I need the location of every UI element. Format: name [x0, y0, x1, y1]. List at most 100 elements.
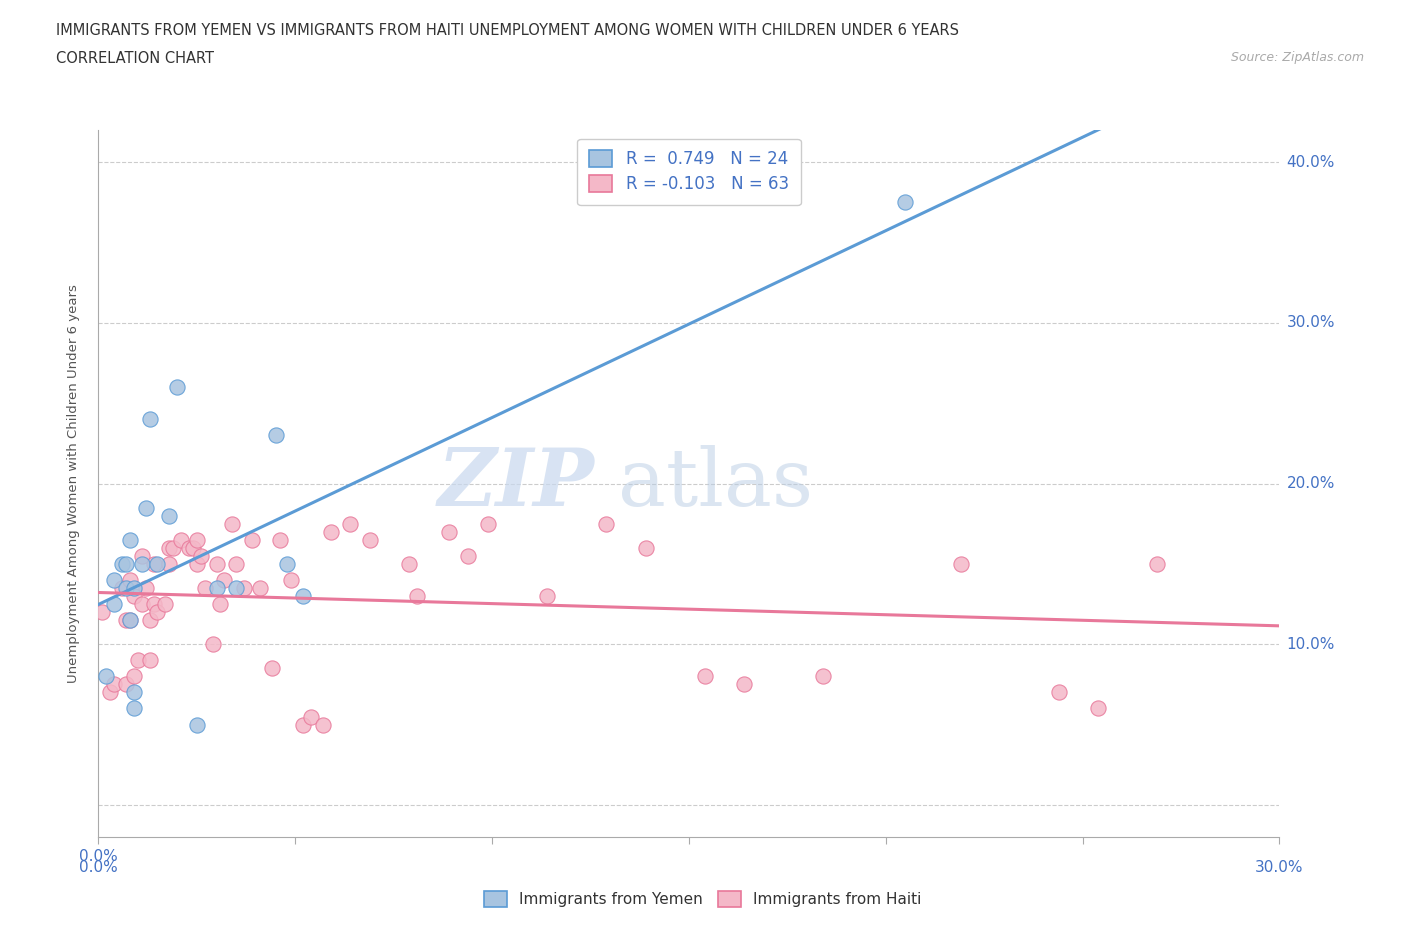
Text: 10.0%: 10.0% — [1286, 637, 1334, 652]
Point — [103, 573, 125, 588]
Point — [135, 500, 157, 515]
Point — [118, 532, 141, 547]
Point — [205, 580, 228, 595]
Point — [115, 613, 138, 628]
Point — [595, 516, 617, 531]
Text: 30.0%: 30.0% — [1256, 860, 1303, 875]
Point — [406, 589, 429, 604]
Text: IMMIGRANTS FROM YEMEN VS IMMIGRANTS FROM HAITI UNEMPLOYMENT AMONG WOMEN WITH CHI: IMMIGRANTS FROM YEMEN VS IMMIGRANTS FROM… — [56, 23, 959, 38]
Point — [1047, 685, 1070, 700]
Point — [96, 669, 118, 684]
Point — [190, 549, 212, 564]
Text: CORRELATION CHART: CORRELATION CHART — [56, 51, 214, 66]
Text: ZIP: ZIP — [437, 445, 595, 523]
Point — [339, 516, 361, 531]
Text: Source: ZipAtlas.com: Source: ZipAtlas.com — [1230, 51, 1364, 64]
Point — [181, 540, 204, 555]
Text: 30.0%: 30.0% — [1286, 315, 1334, 330]
Point — [146, 556, 169, 571]
Point — [299, 709, 322, 724]
Point — [319, 525, 342, 539]
Point — [118, 613, 141, 628]
Point — [225, 580, 247, 595]
Point — [111, 556, 134, 571]
Legend: Immigrants from Yemen, Immigrants from Haiti: Immigrants from Yemen, Immigrants from H… — [478, 884, 928, 913]
Point — [177, 540, 200, 555]
Point — [166, 379, 188, 394]
Point — [118, 613, 141, 628]
Point — [103, 597, 125, 612]
Point — [276, 556, 298, 571]
Point — [209, 597, 232, 612]
Text: 20.0%: 20.0% — [1286, 476, 1334, 491]
Point — [733, 677, 755, 692]
Point — [138, 412, 160, 427]
Y-axis label: Unemployment Among Women with Children Under 6 years: Unemployment Among Women with Children U… — [67, 285, 80, 683]
Point — [233, 580, 256, 595]
Point — [170, 532, 193, 547]
Point — [280, 573, 302, 588]
Point — [437, 525, 460, 539]
Point — [201, 637, 224, 652]
Point — [240, 532, 263, 547]
Point — [292, 589, 315, 604]
Point — [135, 580, 157, 595]
Point — [98, 685, 121, 700]
Text: 40.0%: 40.0% — [1286, 154, 1334, 170]
Point — [457, 549, 479, 564]
Point — [225, 556, 247, 571]
Point — [138, 613, 160, 628]
Point — [157, 556, 180, 571]
Point — [1087, 701, 1109, 716]
Text: 0.0%: 0.0% — [79, 860, 118, 875]
Point — [205, 556, 228, 571]
Point — [260, 661, 283, 676]
Point — [103, 677, 125, 692]
Point — [949, 556, 972, 571]
Point — [138, 653, 160, 668]
Point — [131, 549, 153, 564]
Point — [91, 604, 114, 619]
Point — [186, 532, 208, 547]
Point — [1146, 556, 1168, 571]
Point — [693, 669, 716, 684]
Point — [536, 589, 558, 604]
Point — [122, 580, 145, 595]
Point — [292, 717, 315, 732]
Point — [142, 597, 165, 612]
Point — [249, 580, 271, 595]
Point — [118, 573, 141, 588]
Point — [115, 580, 138, 595]
Point — [157, 540, 180, 555]
Point — [634, 540, 657, 555]
Point — [142, 556, 165, 571]
Point — [162, 540, 184, 555]
Point — [221, 516, 243, 531]
Point — [194, 580, 217, 595]
Point — [122, 701, 145, 716]
Point — [359, 532, 381, 547]
Legend: R =  0.749   N = 24, R = -0.103   N = 63: R = 0.749 N = 24, R = -0.103 N = 63 — [578, 139, 800, 205]
Point — [312, 717, 335, 732]
Point — [122, 669, 145, 684]
Text: atlas: atlas — [619, 445, 813, 523]
Point — [264, 428, 287, 443]
Point — [122, 685, 145, 700]
Point — [214, 573, 236, 588]
Point — [186, 717, 208, 732]
Point — [115, 556, 138, 571]
Point — [186, 556, 208, 571]
Point — [131, 556, 153, 571]
Point — [894, 195, 917, 210]
Point — [122, 589, 145, 604]
Point — [269, 532, 291, 547]
Point — [146, 604, 169, 619]
Point — [398, 556, 420, 571]
Point — [127, 653, 149, 668]
Point — [111, 580, 134, 595]
Point — [811, 669, 834, 684]
Point — [115, 677, 138, 692]
Point — [131, 597, 153, 612]
Point — [155, 597, 177, 612]
Point — [477, 516, 499, 531]
